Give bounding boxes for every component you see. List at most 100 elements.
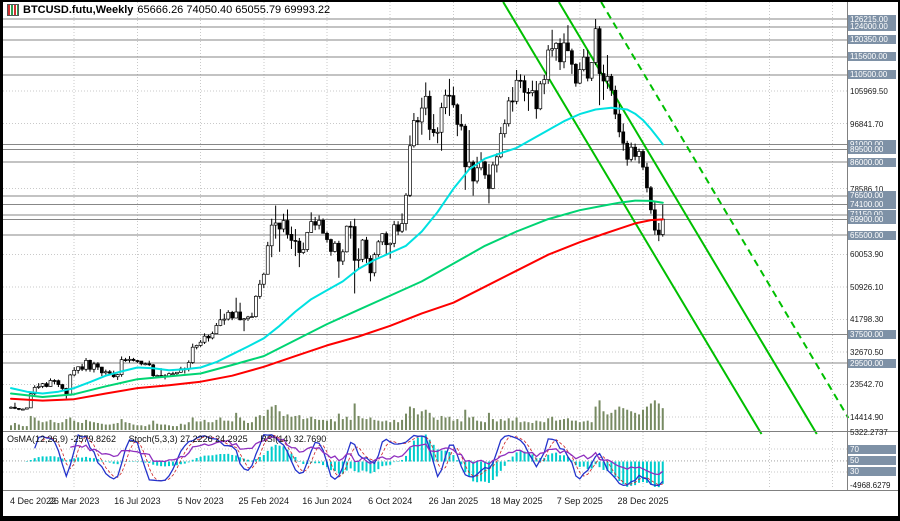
osma-bar [345,461,348,471]
osma-bar [274,444,277,462]
candle-body-up [392,224,396,244]
candle-body-down [88,360,92,370]
time-label: 26 Jan 2025 [428,496,479,506]
osma-bar [160,461,163,467]
candle-body-down [613,89,618,115]
volume-bar [416,414,419,430]
volume-bar [590,422,593,430]
osma-bar [491,461,494,480]
osma-bar [250,460,253,462]
candle-body-up [234,311,238,319]
candle-body-down [558,42,562,63]
volume-bar [207,422,210,430]
osma-bar [642,461,644,483]
volume-bar [258,415,261,430]
osma-bar [393,461,396,463]
osma-bar [247,459,249,462]
candle-body-down [99,366,104,374]
candle-body-up [498,133,503,158]
candle-body-up [506,100,511,125]
osma-bar [282,446,285,462]
indicator-level-label: 30 [848,467,896,477]
osma-bar [574,461,577,466]
price-label: 105969.50 [850,87,888,97]
volume-bar [171,426,174,430]
candle-body-down [60,384,65,389]
volume-bar [570,420,573,430]
volume-bar [373,419,376,430]
candle-body-down [621,131,626,144]
candle-body-down [570,50,574,65]
candle-body-down [656,229,661,235]
volume-bar [235,412,238,430]
price-label: 96841.70 [850,119,884,129]
osma-bar [476,461,479,483]
price-level-label: 86000.00 [848,157,896,167]
volume-bar [290,416,293,430]
candle-body-up [222,318,227,321]
chart-canvas[interactable] [3,2,898,516]
price-level-label: 69900.00 [848,214,896,224]
osma-bar [499,461,502,471]
candle-body-up [301,249,306,253]
osma-bar [266,450,269,462]
volume-bar [329,419,332,430]
osma-bar [148,461,151,464]
volume-bar [341,419,344,430]
volume-bar [436,419,439,430]
volume-bar [495,421,498,430]
osma-bar [381,461,384,467]
candle-body-up [475,167,479,182]
candle-body-up [502,123,507,135]
volume-bar [13,422,16,430]
osma-bar [294,456,297,462]
candle-body-up [340,251,345,262]
volume-bar [649,403,652,430]
candle-body-up [68,374,73,396]
volume-bar [49,419,52,430]
candle-body-down [337,242,341,262]
candle-body-down [17,408,21,410]
volume-bar [77,422,80,430]
candle-body-down [641,151,645,168]
osma-bar [405,455,407,462]
osma-bar [136,461,139,462]
price-label: 50926.10 [850,282,884,292]
volume-bar [223,420,226,430]
candle-body-up [281,220,286,230]
candle-body-up [317,219,321,226]
chart-title: BTCUSD.futu,Weekly 65666.26 74050.40 650… [7,4,330,16]
time-axis[interactable]: 4 Dec 2022 26 Mar 2023 16 Jul 2023 5 Nov 20… [3,491,848,516]
volume-bar [424,409,427,430]
candle-body-up [542,79,547,85]
price-level-label: 37500.00 [848,330,896,340]
osma-bar [369,461,372,474]
volume-bar [333,421,336,430]
volume-bar [278,411,281,430]
time-label: 26 Mar 2023 [48,496,100,506]
ma-green-line [10,199,664,398]
price-axis[interactable]: 105969.50 96841.70 78586.10 60053.90 50926.1… [848,2,898,516]
osma-bar [254,459,257,462]
candle-body-up [419,107,424,123]
candle-body-up [372,254,377,274]
price-level-label: 110500.00 [848,70,896,80]
osma-bar [645,461,648,483]
candle-body-up [92,363,96,370]
osma-bar [187,461,190,463]
candle-body-up [435,131,440,134]
volume-bar [452,420,455,430]
volume-bar [472,416,475,430]
stoch-signal-line [42,434,663,486]
candle-body-down [487,174,491,189]
time-label: 7 Sep 2025 [556,496,603,506]
rsi-label: RSI(14) 32.7690 [260,434,327,444]
osma-bar [472,461,475,482]
osma-bar [377,461,380,470]
price-level-label: 124000.00 [848,22,896,32]
osma-bar [361,461,364,471]
price-level-label: 91000.00 [848,139,896,149]
volume-bar [211,422,214,430]
osma-bar [606,461,609,471]
osma-bar [626,461,629,487]
